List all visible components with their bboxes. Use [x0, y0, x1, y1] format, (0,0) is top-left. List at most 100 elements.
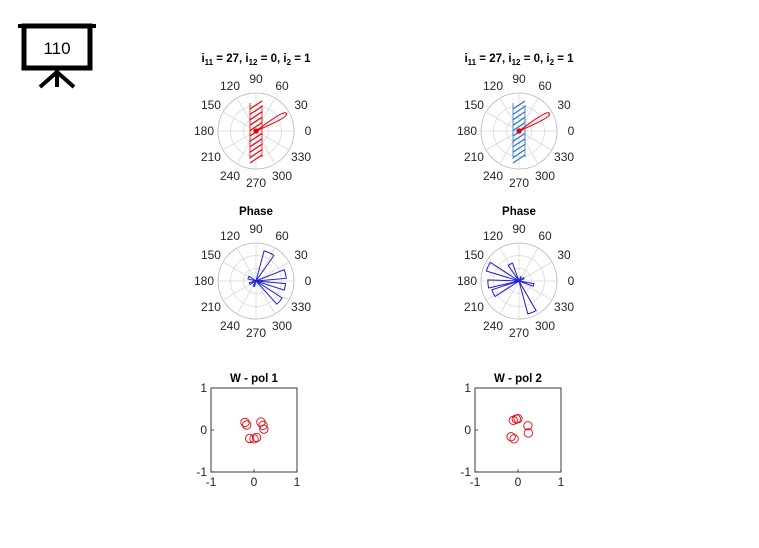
x-tick-label: -1 — [206, 475, 217, 489]
phase-right-chart: Phase 0 30 60 90 120 150 180 210 240 270 300 330 — [457, 206, 575, 340]
chart-title: Phase — [502, 206, 536, 218]
angle-tick-label: 270 — [246, 176, 266, 190]
angle-tick-label: 120 — [483, 229, 503, 243]
gain-right-chart: i11 = 27, i12 = 0, i2 = 1 0 30 60 90 120 150 18… — [457, 53, 575, 190]
hatch-line — [249, 143, 263, 153]
phase-bin-wedge — [255, 280, 287, 291]
angle-tick-label: 270 — [509, 326, 529, 340]
x-tick-label: 1 — [558, 475, 565, 489]
chart-title: Phase — [239, 206, 273, 218]
polar-grid-spoke — [518, 280, 553, 301]
hatch-line — [249, 105, 263, 115]
data-point — [245, 433, 255, 444]
data-point — [249, 434, 259, 444]
hatch-pattern — [249, 100, 263, 164]
main-beam-lobe — [255, 112, 288, 132]
hatch-line — [512, 122, 526, 132]
polar-grid-spoke — [236, 130, 257, 165]
angle-tick-label: 150 — [201, 248, 221, 262]
phase-bin-wedge — [252, 280, 257, 288]
angle-tick-label: 150 — [464, 248, 484, 262]
polar-grid-spoke — [255, 247, 276, 282]
angle-tick-label: 30 — [557, 98, 571, 112]
polar-grid-spoke — [222, 261, 257, 282]
angle-tick-label: 180 — [194, 274, 214, 288]
data-point — [506, 432, 516, 442]
y-tick-label: 1 — [464, 381, 471, 395]
chart-title: i11 = 27, i12 = 0, i2 = 1 — [201, 53, 311, 67]
phase-bin-wedge — [507, 262, 520, 282]
hatch-line — [512, 154, 526, 164]
angle-tick-label: 330 — [554, 150, 574, 164]
angle-tick-label: 240 — [220, 319, 240, 333]
x-tick-label: 0 — [251, 475, 258, 489]
angle-tick-label: 300 — [272, 319, 292, 333]
angle-tick-label: 300 — [535, 319, 555, 333]
data-point — [513, 414, 523, 424]
gain-left-chart: i11 = 27, i12 = 0, i2 = 1 0 30 60 90 120 150 18… — [194, 53, 312, 190]
angle-tick-label: 240 — [483, 169, 503, 183]
beam-origin-dot — [253, 128, 259, 134]
chart-title: W - pol 2 — [494, 373, 542, 385]
phase-bin-wedge — [491, 280, 520, 298]
angle-tick-label: 150 — [201, 98, 221, 112]
angle-tick-label: 330 — [291, 300, 311, 314]
angle-tick-label: 0 — [305, 124, 312, 138]
angle-tick-label: 210 — [201, 150, 221, 164]
data-point — [242, 420, 252, 430]
data-point — [523, 421, 533, 431]
polar-grid-spoke — [518, 261, 553, 282]
angle-tick-label: 180 — [457, 124, 477, 138]
hatch-line — [249, 111, 263, 121]
y-tick-label: -1 — [460, 465, 471, 479]
slide-number: 110 — [43, 39, 70, 58]
hatch-line — [249, 132, 263, 142]
phase-bin-wedge — [255, 268, 287, 282]
angle-tick-label: 30 — [294, 98, 308, 112]
polar-grid-spoke — [255, 280, 276, 315]
data-point — [509, 434, 519, 444]
hatch-line — [512, 149, 526, 159]
phase-bin-wedge — [247, 275, 257, 282]
angle-tick-label: 30 — [294, 248, 308, 262]
main-beam-lobe — [518, 112, 551, 132]
angle-tick-label: 0 — [305, 274, 312, 288]
phase-bin-wedge — [518, 280, 535, 287]
hatch-line — [512, 132, 526, 142]
angle-tick-label: 330 — [291, 150, 311, 164]
phase-bin-wedge — [518, 276, 522, 282]
polar-grid-spoke — [255, 261, 290, 282]
angle-tick-label: 60 — [275, 79, 289, 93]
angle-tick-label: 300 — [272, 169, 292, 183]
data-point — [251, 432, 262, 443]
angle-tick-label: 300 — [535, 169, 555, 183]
y-tick-label: 0 — [200, 423, 207, 437]
hatch-line — [512, 111, 526, 121]
angle-tick-label: 150 — [464, 98, 484, 112]
hatch-line — [512, 138, 526, 148]
polar-grid-spoke — [255, 130, 276, 165]
angle-tick-label: 30 — [557, 248, 571, 262]
hatch-line — [512, 100, 526, 110]
polar-grid-spoke — [236, 280, 257, 315]
phase-bin-wedge — [487, 279, 520, 289]
angle-tick-label: 270 — [246, 326, 266, 340]
polar-grid-spoke — [499, 130, 520, 165]
angle-tick-label: 330 — [554, 300, 574, 314]
hatch-line — [249, 100, 263, 110]
x-tick-label: -1 — [470, 475, 481, 489]
hatch-line — [249, 122, 263, 132]
data-point — [259, 424, 269, 434]
x-tick-label: 0 — [515, 475, 522, 489]
polar-grid-spoke — [518, 130, 539, 165]
phase-bin-wedge — [518, 277, 525, 282]
angle-tick-label: 60 — [538, 79, 552, 93]
angle-tick-label: 210 — [464, 300, 484, 314]
angle-tick-label: 120 — [220, 79, 240, 93]
angle-tick-label: 120 — [483, 79, 503, 93]
plot-frame — [474, 387, 562, 473]
phase-bin-wedge — [255, 250, 275, 282]
polar-grid-spoke — [485, 130, 520, 151]
w-pol-1-chart: W - pol 1 -1 0 1 -1 0 1 — [196, 373, 300, 489]
hatch-line — [249, 154, 263, 164]
